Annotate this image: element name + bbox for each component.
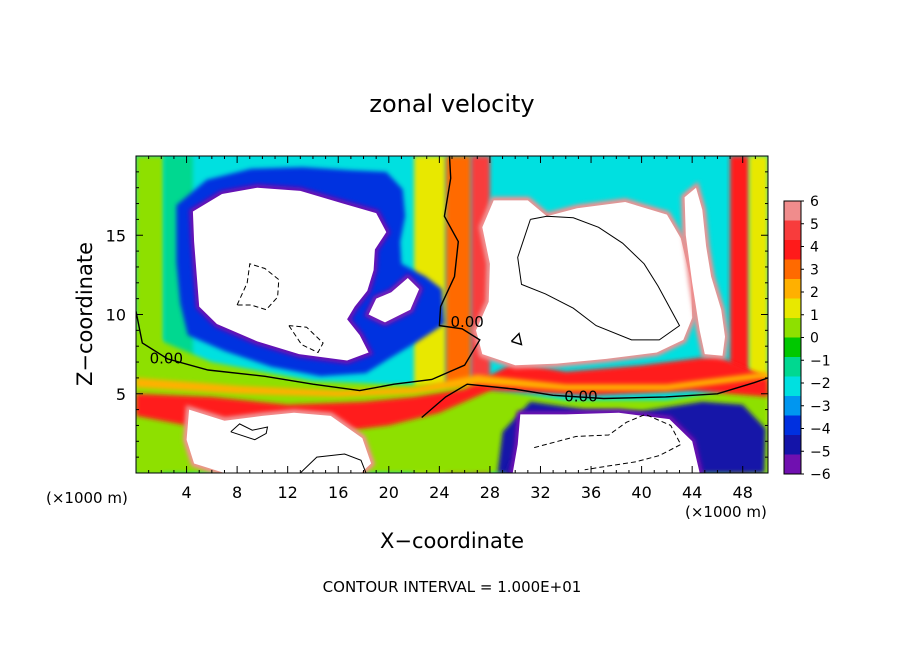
- field-layer: [136, 156, 768, 473]
- contour-line-negative: [534, 413, 682, 471]
- colorbar-tick-label: −4: [810, 422, 831, 438]
- colorbar-tick-label: −6: [810, 467, 831, 483]
- y-axis-label: Z−coordinate: [73, 242, 97, 386]
- contour-line-negative: [236, 263, 280, 311]
- y-tick-label: 5: [116, 385, 126, 404]
- colorbar-tick-label: 1: [810, 308, 819, 324]
- colorbar-swatch: [784, 396, 801, 416]
- colorbar-tick-label: −1: [810, 353, 831, 369]
- plot-area: [136, 156, 768, 473]
- contour-line-positive: [517, 215, 681, 341]
- x-axis-label: X−coordinate: [380, 529, 524, 553]
- y-axis-ticks: 5 10 15: [106, 171, 768, 458]
- x-unit-right: (×1000 m): [685, 503, 767, 521]
- colorbar-tick-label: 4: [810, 240, 819, 256]
- colorbar-tick-label: 5: [810, 217, 819, 233]
- x-tick-label: 36: [581, 483, 601, 502]
- colorbar-swatch: [784, 240, 801, 260]
- colorbar-swatch: [784, 318, 801, 338]
- y-tick-label: 15: [106, 226, 126, 245]
- contour-label: 0.00: [564, 388, 597, 406]
- field-region-core: [476, 200, 693, 366]
- contour-lines: [136, 156, 768, 473]
- field-region-core: [192, 187, 387, 361]
- x-unit-left: (×1000 m): [46, 489, 128, 507]
- colorbar-swatch: [784, 220, 801, 241]
- colorbar-swatch: [784, 337, 801, 358]
- contour-line-negative: [288, 325, 324, 354]
- colorbar-swatch: [784, 415, 801, 436]
- colorbar-swatch: [784, 201, 801, 221]
- x-tick-label: 8: [232, 483, 242, 502]
- colorbar-swatch: [784, 298, 801, 319]
- x-tick-label: 44: [682, 483, 702, 502]
- colorbar-swatch: [784, 279, 801, 299]
- field-region-core: [684, 187, 725, 356]
- field-band: [136, 371, 768, 397]
- x-tick-label: 4: [181, 483, 191, 502]
- contour-label: 0.00: [150, 350, 183, 368]
- x-tick-label: 20: [379, 483, 399, 502]
- field-region-rim: [472, 196, 696, 369]
- colorbar-swatch: [784, 357, 801, 377]
- contour-line-positive: [421, 377, 768, 419]
- colorbar-swatch: [784, 435, 801, 455]
- x-tick-label: 24: [429, 483, 449, 502]
- contour-labels: 0.00 0.00 0.00: [150, 313, 598, 405]
- colorbar-swatch: [784, 454, 801, 475]
- field-region-core: [186, 409, 372, 473]
- x-tick-label: 48: [733, 483, 753, 502]
- colorbar-tick-label: 2: [810, 285, 819, 301]
- field-region-core: [368, 278, 420, 323]
- contour-label: 0.00: [450, 313, 483, 331]
- colorbar-swatch: [784, 259, 801, 280]
- contour-line-positive: [299, 453, 367, 473]
- colorbar-tick-label: −5: [810, 444, 831, 460]
- colorbar-tick-label: −2: [810, 376, 831, 392]
- contour-interval-footer: CONTOUR INTERVAL = 1.000E+01: [323, 578, 582, 596]
- colorbar-tick-label: 6: [810, 194, 819, 210]
- x-tick-label: 32: [530, 483, 550, 502]
- colorbar-tick-label: 3: [810, 262, 819, 278]
- contour-line-positive: [136, 156, 481, 392]
- chart-title: zonal velocity: [369, 90, 534, 118]
- colorbar-tick-label: −3: [810, 399, 831, 415]
- field-region-core: [512, 412, 700, 473]
- x-axis-ticks: 4 8 12 16 20 24 28 32 36 40 44 48: [148, 156, 756, 502]
- x-tick-label: 12: [278, 483, 298, 502]
- x-tick-label: 40: [631, 483, 651, 502]
- x-tick-label: 28: [480, 483, 500, 502]
- colorbar-swatch: [784, 376, 801, 397]
- contour-line-positive: [230, 423, 269, 441]
- x-tick-label: 16: [328, 483, 348, 502]
- colorbar-tick-label: 0: [810, 331, 819, 347]
- colorbar: 6 5 4 3 2 1 0 −1 −2 −3 −4 −5 −6: [783, 194, 831, 483]
- contour-line-positive: [510, 332, 523, 346]
- y-tick-label: 10: [106, 306, 126, 325]
